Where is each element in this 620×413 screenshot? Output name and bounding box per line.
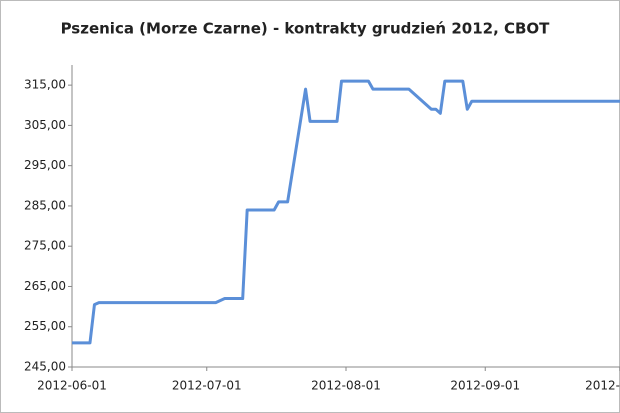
- x-tick-label: 2012-06-01: [37, 379, 107, 393]
- x-tick-label: 2012-09-01: [450, 379, 520, 393]
- y-tick-label: 265,00: [24, 279, 66, 293]
- x-tick-label: 2012-08-01: [311, 379, 381, 393]
- x-tick-label: 2012-10-01: [585, 379, 620, 393]
- y-tick-label: 295,00: [24, 158, 66, 172]
- chart-title: Pszenica (Morze Czarne) - kontrakty grud…: [61, 20, 551, 38]
- y-tick-label: 305,00: [24, 118, 66, 132]
- y-tick-label: 255,00: [24, 319, 66, 333]
- y-tick-label: 315,00: [24, 78, 66, 92]
- y-tick-label: 285,00: [24, 198, 66, 212]
- y-tick-label: 245,00: [24, 360, 66, 374]
- x-tick-label: 2012-07-01: [172, 379, 242, 393]
- line-series: [72, 79, 620, 345]
- y-tick-label: 275,00: [24, 239, 66, 253]
